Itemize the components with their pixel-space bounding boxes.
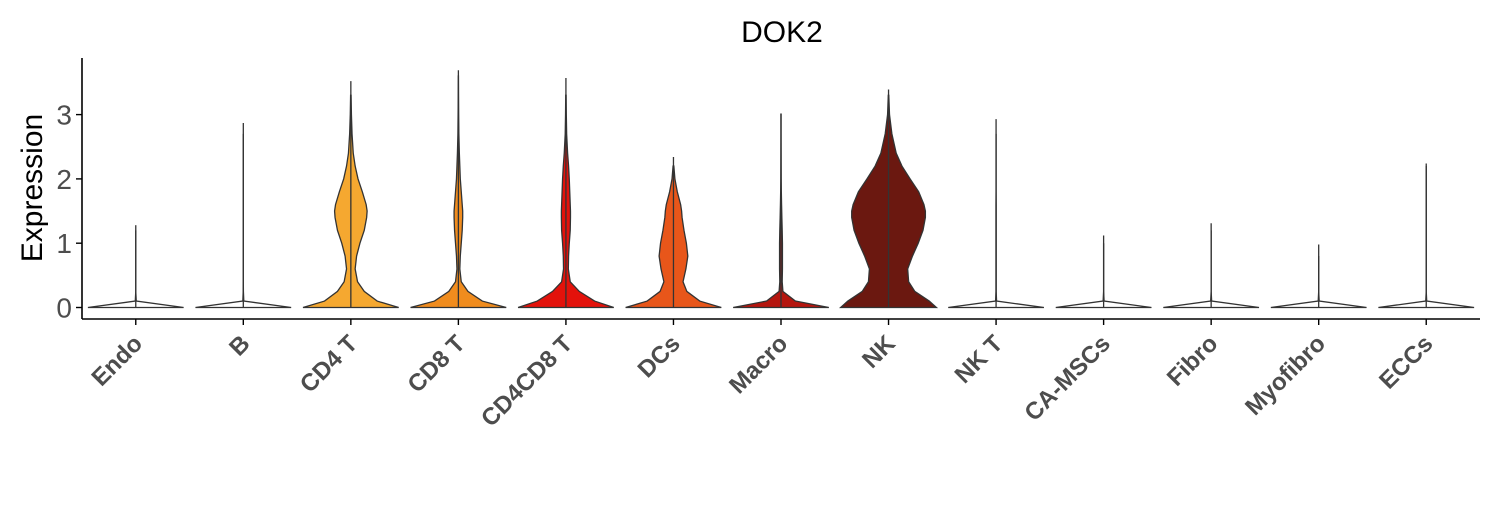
plot-area: [87, 70, 1475, 309]
x-tick-label: Myofibro: [1240, 330, 1331, 421]
x-tick-label: DCs: [633, 330, 686, 383]
x-tick-label: NK T: [950, 330, 1009, 389]
y-tick-label: 3: [56, 100, 72, 131]
y-axis: 0 1 2 3: [56, 58, 83, 324]
x-tick-label: Fibro: [1162, 330, 1224, 392]
x-tick-label: B: [224, 330, 255, 361]
x-tick-label: Endo: [86, 330, 148, 392]
y-tick-label: 1: [56, 228, 72, 259]
x-tick-label: ECCs: [1374, 330, 1438, 394]
x-tick-label: NK: [857, 330, 901, 374]
x-tick-label: CA-MSCs: [1019, 330, 1115, 426]
x-tick-label: Macro: [724, 330, 793, 399]
y-tick-label: 2: [56, 164, 72, 195]
chart-title: DOK2: [741, 16, 823, 49]
x-tick-label: CD4CD8 T: [476, 330, 578, 432]
y-axis-label: Expression: [16, 114, 49, 262]
x-tick-label: CD8 T: [403, 330, 471, 398]
x-axis: Endo B CD4 T CD8 T CD4CD8 T DCs Macro NK NK T CA-…: [82, 318, 1480, 432]
x-tick-label: CD4 T: [295, 330, 363, 398]
y-tick-label: 0: [56, 293, 72, 324]
